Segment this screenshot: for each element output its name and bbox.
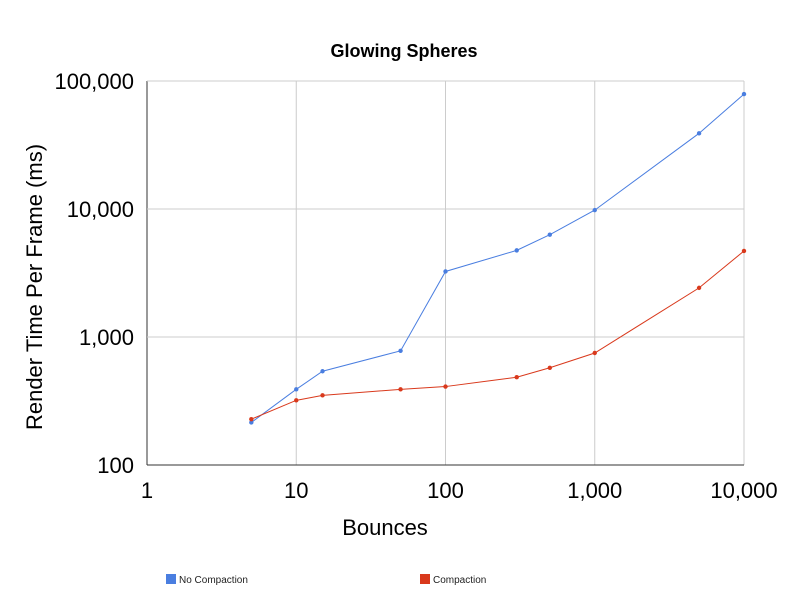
data-point — [443, 269, 448, 274]
data-point — [547, 365, 553, 370]
legend-swatch — [420, 574, 430, 584]
data-point — [320, 393, 325, 398]
legend-label: No Compaction — [179, 575, 248, 586]
data-point — [741, 91, 747, 97]
data-point — [514, 375, 519, 380]
data-point — [592, 207, 597, 213]
data-point — [741, 248, 747, 254]
data-point — [249, 416, 254, 422]
x-tick-label: 100 — [427, 478, 464, 503]
series-line — [251, 93, 745, 423]
y-tick-labels: 100 1,000 10,000 100,000 — [54, 69, 134, 478]
y-tick-label: 100 — [97, 453, 134, 478]
y-tick-label: 100,000 — [54, 69, 134, 94]
x-tick-label: 10 — [284, 478, 308, 503]
y-tick-label: 1,000 — [79, 325, 134, 350]
x-tick-label: 1 — [141, 478, 153, 503]
x-tick-label: 1,000 — [567, 478, 622, 503]
data-point — [443, 384, 448, 389]
data-point — [249, 420, 254, 425]
data-point — [514, 248, 519, 253]
data-point — [320, 369, 325, 374]
data-point — [696, 285, 702, 291]
series-group — [249, 91, 747, 425]
y-tick-label: 10,000 — [67, 197, 134, 222]
data-point — [547, 232, 553, 237]
data-point — [592, 350, 597, 356]
data-point — [398, 348, 403, 354]
data-point — [398, 387, 403, 392]
x-tick-labels: 1 10 100 1,000 10,000 — [141, 478, 778, 503]
legend: No Compaction Compaction — [166, 574, 486, 586]
series-line — [251, 250, 745, 420]
grid-lines — [146, 80, 745, 466]
x-axis-label: Bounces — [342, 515, 428, 540]
y-axis-label: Render Time Per Frame (ms) — [22, 144, 47, 430]
legend-label: Compaction — [433, 575, 486, 586]
chart-title: Glowing Spheres — [330, 41, 477, 61]
data-point — [294, 398, 299, 403]
data-point — [696, 131, 702, 136]
legend-swatch — [166, 574, 176, 584]
x-tick-label: 10,000 — [710, 478, 777, 503]
data-point — [294, 387, 299, 392]
